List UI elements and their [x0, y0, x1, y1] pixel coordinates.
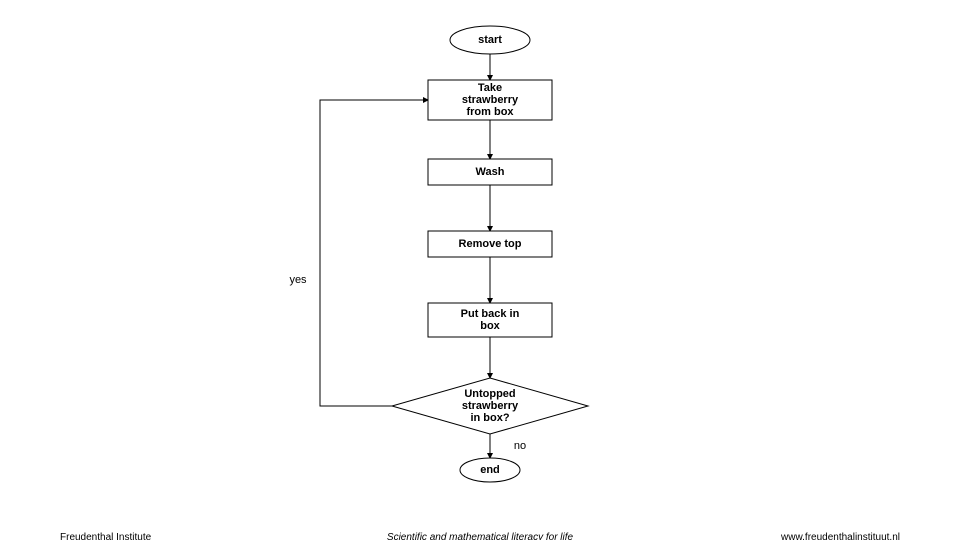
node-putback-text: box — [480, 320, 500, 332]
node-decision-text: strawberry — [462, 400, 519, 412]
node-wash-text: Wash — [476, 166, 505, 178]
node-decision-text: in box? — [470, 412, 509, 424]
node-decision-text: Untopped — [464, 388, 515, 400]
edge-decision-take — [320, 100, 428, 406]
node-start: start — [450, 26, 530, 54]
footer-right: www.freudenthalinstituut.nl — [781, 532, 900, 540]
node-take: Takestrawberryfrom box — [428, 80, 552, 120]
node-remove-text: Remove top — [459, 238, 522, 250]
node-take-text: strawberry — [462, 94, 519, 106]
node-take-text: Take — [478, 82, 502, 94]
node-putback: Put back inbox — [428, 303, 552, 337]
node-end-text: end — [480, 464, 500, 476]
edge-label-yes: yes — [289, 274, 307, 286]
node-decision: Untoppedstrawberryin box? — [392, 378, 588, 434]
node-start-text: start — [478, 34, 502, 46]
edge-label-no: no — [514, 440, 526, 452]
node-take-text: from box — [466, 106, 514, 118]
node-end: end — [460, 458, 520, 482]
nodes-layer: startTakestrawberryfrom boxWashRemove to… — [392, 26, 588, 482]
flowchart: noyesstartTakestrawberryfrom boxWashRemo… — [0, 0, 960, 540]
node-remove: Remove top — [428, 231, 552, 257]
node-wash: Wash — [428, 159, 552, 185]
node-putback-text: Put back in — [461, 308, 520, 320]
